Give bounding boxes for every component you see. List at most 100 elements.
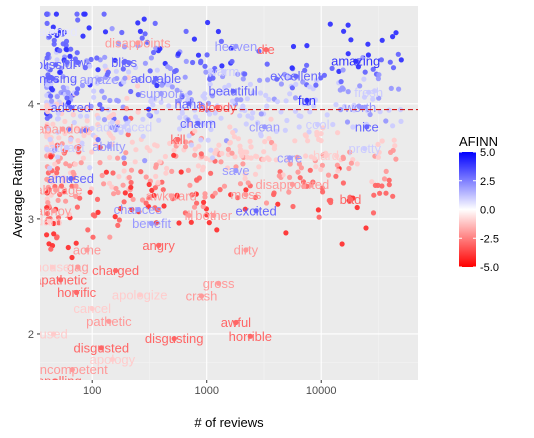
data-point [69,254,75,261]
labeled-point [75,59,81,65]
data-point [55,116,61,122]
word-label: ability [92,139,126,154]
word-label: bliss [111,55,138,70]
x-tick-label: 1000 [194,385,218,397]
data-point [208,147,214,153]
data-point [74,50,80,56]
labeled-point [106,318,112,324]
data-point [318,131,324,137]
data-point [341,28,347,34]
labeled-point [135,40,141,46]
data-point [101,117,108,123]
word-label: house [35,260,70,275]
data-point [75,17,81,23]
data-point [87,189,93,195]
data-point [95,121,101,128]
data-point [176,98,182,104]
labeled-point [96,77,102,83]
data-point [240,161,246,167]
data-point [153,220,159,226]
data-point [301,101,307,107]
data-point [185,167,191,173]
data-point [257,90,264,96]
word-label: amaze [80,72,119,87]
data-point [201,199,207,205]
data-point [66,126,72,132]
data-point [68,46,74,52]
data-point [313,164,319,170]
data-point [111,191,117,197]
word-label: bad [340,192,362,207]
data-point [263,200,270,206]
word-label: save [222,163,249,178]
data-point [60,74,66,80]
labeled-point [59,126,66,132]
word-label: pretty [349,141,382,156]
data-point [393,30,399,36]
data-point [189,192,195,198]
labeled-point [135,207,141,213]
word-label: cool [306,117,330,132]
data-point [190,59,196,66]
data-point [300,79,306,85]
labeled-point [353,58,359,64]
legend-tick-label: 5.0 [480,147,495,159]
labeled-point [121,59,127,65]
data-point [71,119,77,126]
data-point [338,79,344,85]
data-point [103,169,109,175]
data-point [45,200,51,206]
data-point [146,181,152,188]
data-point [217,187,223,193]
labeled-point [347,196,354,202]
data-point [53,11,60,17]
data-point [146,112,152,118]
data-point [272,143,278,149]
word-label: apology [90,352,136,367]
data-point [147,148,153,154]
data-point [244,96,250,102]
legend-tick-label: 2.5 [480,176,495,188]
word-label: pathetic [86,314,132,329]
word-label: amusing [28,71,77,86]
data-point [179,94,185,100]
data-point [62,118,68,125]
data-point [172,68,178,75]
data-point [248,144,254,150]
data-point [121,160,128,166]
data-point [336,68,342,74]
data-point [101,181,107,187]
data-point [154,109,160,115]
data-point [109,119,115,125]
legend-ticks: 5.0 2.5 0.0 -2.5 -5.0 [459,147,499,274]
labeled-point [74,289,80,296]
data-point [167,140,173,146]
data-point [70,111,76,118]
data-point [161,203,167,209]
labeled-point [315,121,321,128]
data-point [65,89,71,96]
data-point [110,170,116,176]
data-point [296,124,302,130]
data-point [55,129,61,135]
data-point [90,234,96,240]
data-point [228,45,234,51]
data-point [234,97,240,103]
data-point [379,183,385,189]
data-point [112,57,118,63]
data-point [124,95,130,101]
data-point [377,190,383,196]
data-point [135,109,141,115]
data-point [142,31,148,37]
x-tick-label: 10000 [306,385,337,397]
data-point [87,165,93,171]
y-axis-ticks: 2 3 4 [28,99,40,341]
data-point [335,168,341,174]
data-point [195,52,202,58]
data-point [162,153,168,160]
data-point [175,51,181,57]
labeled-point [68,104,74,110]
data-point [171,147,177,153]
data-point [383,118,389,124]
data-point [44,146,50,152]
